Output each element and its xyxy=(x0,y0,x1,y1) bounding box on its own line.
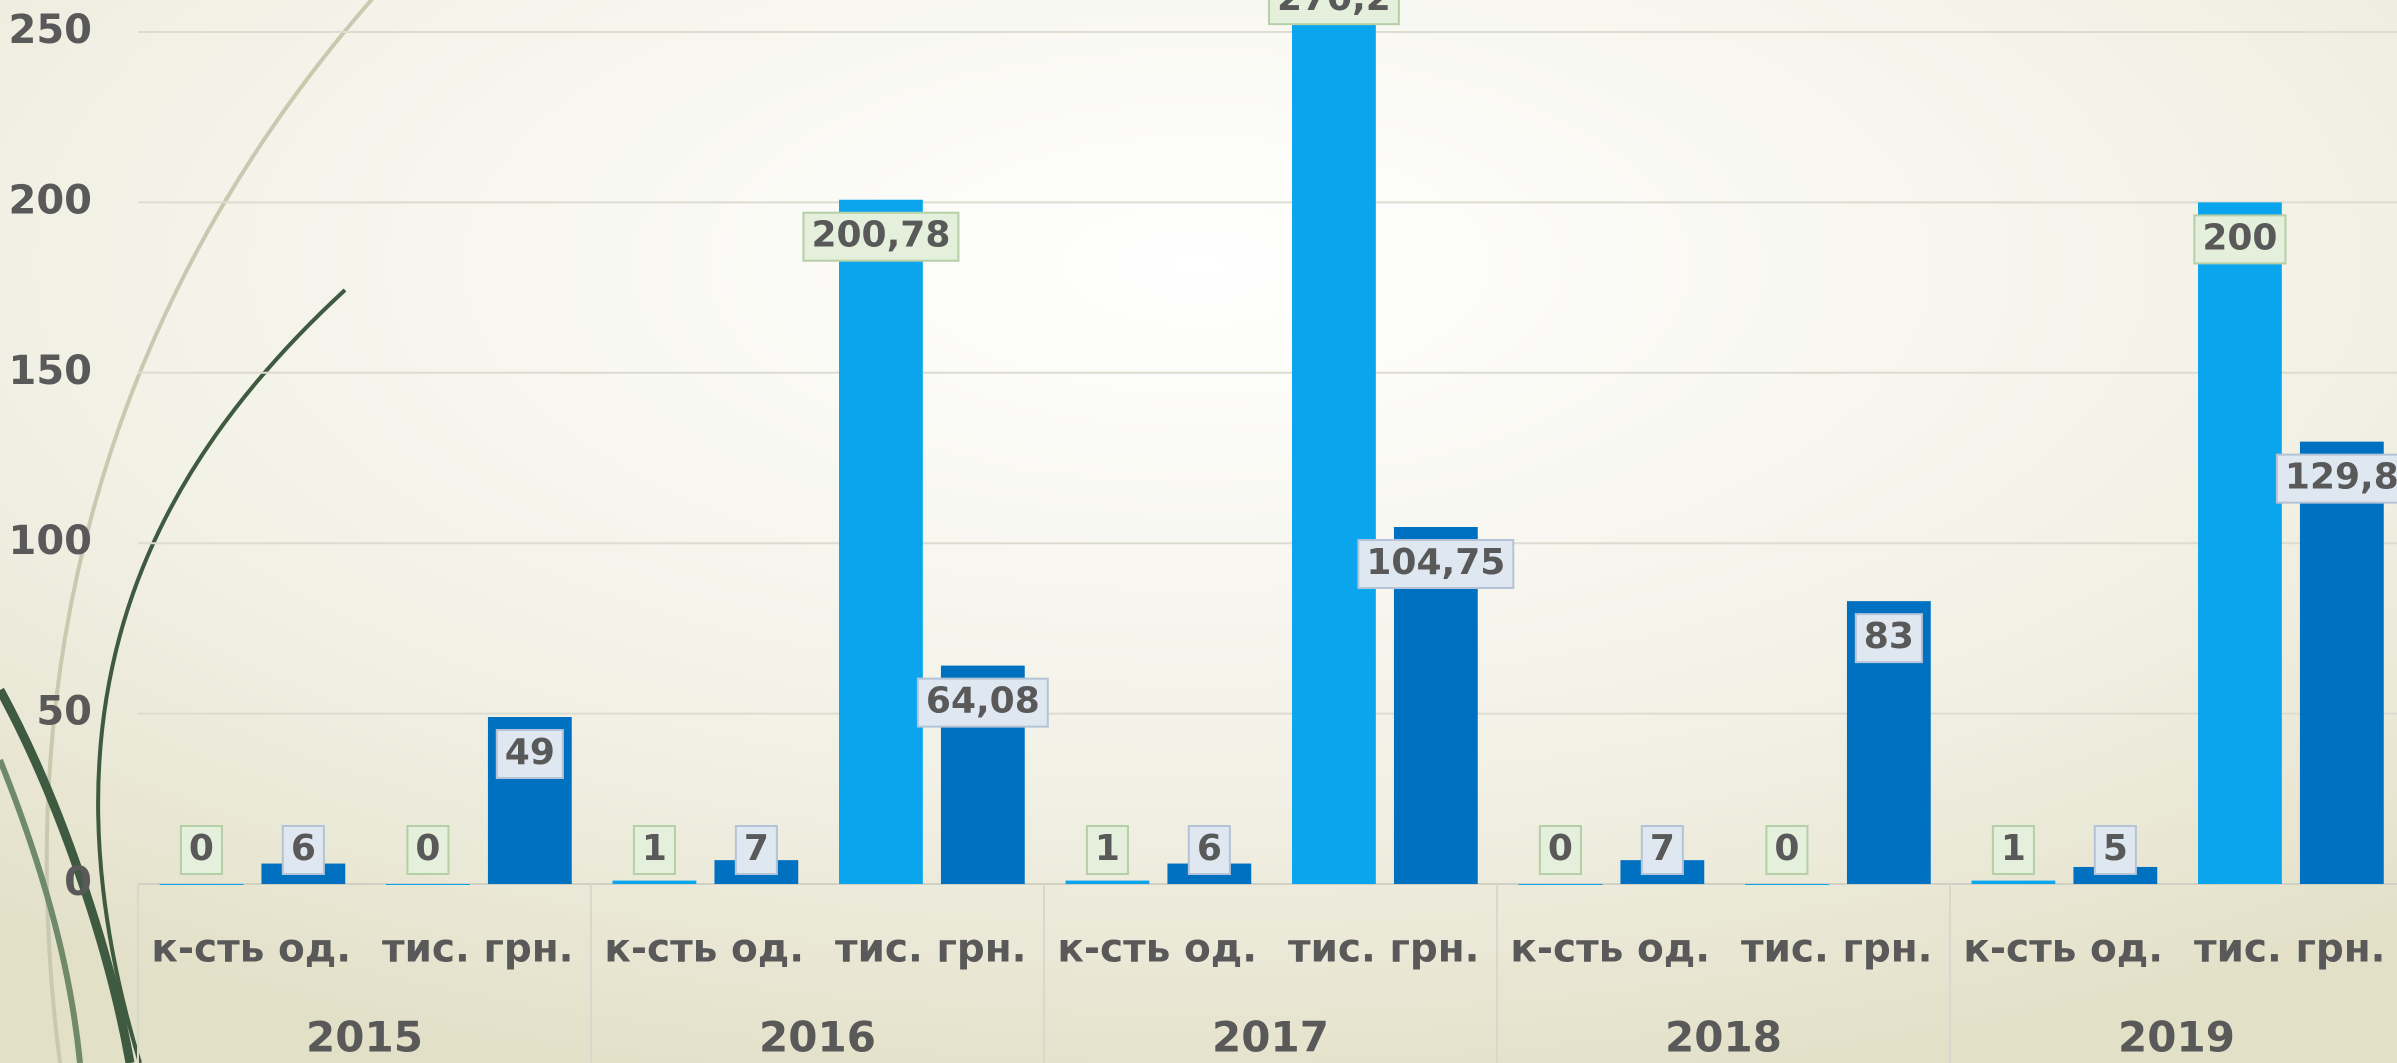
data-label-box xyxy=(1991,825,2035,875)
x-tick-label: тис. грн. xyxy=(2194,927,2386,972)
group-label: 2015 xyxy=(306,1013,423,1062)
data-label: 0 xyxy=(1548,828,1573,869)
data-label: 49 xyxy=(505,732,555,773)
bar xyxy=(2198,202,2282,884)
bar xyxy=(1065,880,1150,884)
data-label-box xyxy=(281,825,325,875)
data-label: 64,08 xyxy=(926,681,1040,722)
data-label: 0 xyxy=(1774,828,1799,869)
bar xyxy=(1745,884,1829,885)
data-label: 0 xyxy=(189,828,214,869)
data-label: 6 xyxy=(1197,828,1222,869)
bar xyxy=(612,880,697,884)
data-label: 1 xyxy=(2001,828,2026,869)
group-label: 2016 xyxy=(759,1013,876,1062)
bar xyxy=(2299,441,2384,884)
data-label: 7 xyxy=(1650,828,1675,869)
data-label: 1 xyxy=(1095,828,1120,869)
x-tick-label: к-сть од. xyxy=(1510,927,1710,972)
data-label-box xyxy=(1357,539,1515,590)
bar xyxy=(1292,0,1376,885)
y-tick-label: 250 xyxy=(9,7,93,53)
data-label-box xyxy=(1187,825,1231,875)
data-label-box xyxy=(1854,613,1923,664)
data-label-box xyxy=(1538,825,1582,875)
data-label: 5 xyxy=(2103,828,2128,869)
y-tick-label: 0 xyxy=(64,859,92,905)
x-tick-label: к-сть од. xyxy=(1057,927,1257,972)
group-label: 2018 xyxy=(1665,1013,1782,1062)
y-tick-label: 50 xyxy=(36,689,92,735)
decoration xyxy=(0,687,135,1063)
x-tick-label: тис. грн. xyxy=(835,927,1027,972)
data-label: 200,78 xyxy=(811,215,950,256)
data-label-box xyxy=(1640,825,1684,875)
decoration xyxy=(0,758,83,1063)
bar xyxy=(1518,884,1603,885)
data-label: 83 xyxy=(1864,616,1914,657)
data-label: 1 xyxy=(642,828,667,869)
y-tick-label: 150 xyxy=(9,348,93,394)
data-label: 129,8 xyxy=(2285,457,2397,498)
data-label: 104,75 xyxy=(1366,542,1505,583)
bar xyxy=(386,884,470,885)
data-label-box xyxy=(632,825,676,875)
data-label: 0 xyxy=(415,828,440,869)
data-label: 270,2 xyxy=(1277,0,1391,19)
x-tick-label: к-сть од. xyxy=(604,927,804,972)
x-tick-label: к-сть од. xyxy=(1963,927,2163,972)
data-label-box xyxy=(916,677,1049,728)
data-label-box xyxy=(1267,0,1400,26)
bar xyxy=(1971,880,2056,884)
data-label-box xyxy=(406,825,450,875)
data-label-box xyxy=(802,211,960,262)
data-label: 200 xyxy=(2202,217,2277,258)
x-tick-label: тис. грн. xyxy=(1288,927,1480,972)
data-label-box xyxy=(495,729,564,780)
group-label: 2019 xyxy=(2118,1013,2235,1062)
data-label-box xyxy=(1765,825,1809,875)
data-label-box xyxy=(2093,825,2137,875)
data-label-box xyxy=(2193,214,2287,265)
group-label: 2017 xyxy=(1212,1013,1329,1062)
y-tick-label: 100 xyxy=(9,518,93,564)
y-tick-label: 200 xyxy=(9,177,93,223)
data-label-box xyxy=(1085,825,1129,875)
bar xyxy=(839,199,923,884)
x-tick-label: тис. грн. xyxy=(1741,927,1933,972)
data-label: 7 xyxy=(744,828,769,869)
data-label-box xyxy=(179,825,223,875)
data-label-box xyxy=(2275,453,2397,504)
data-label-box xyxy=(734,825,778,875)
x-tick-label: тис. грн. xyxy=(382,927,574,972)
x-tick-label: к-сть од. xyxy=(151,927,351,972)
bar xyxy=(159,884,244,885)
data-label: 6 xyxy=(291,828,316,869)
decoration xyxy=(44,0,374,1063)
